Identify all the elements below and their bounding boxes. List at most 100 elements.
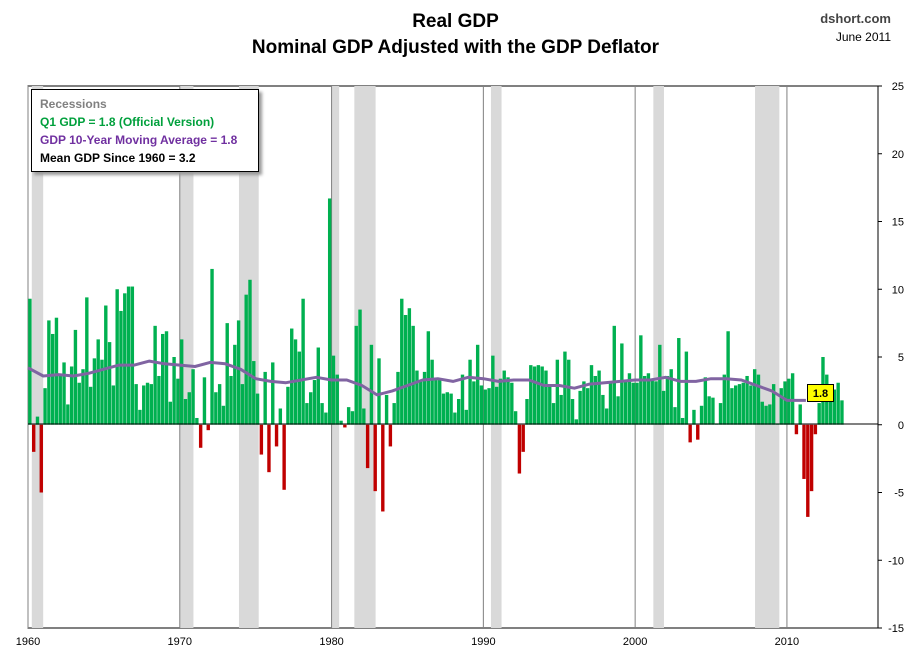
gdp-bar <box>608 382 613 425</box>
gdp-bar <box>240 384 245 425</box>
gdp-bar <box>582 381 586 425</box>
gdp-bar <box>362 408 366 425</box>
chart-title-block: Real GDP Nominal GDP Adjusted with the G… <box>0 10 911 61</box>
gdp-bar <box>635 382 639 425</box>
recession-band <box>331 86 340 628</box>
gdp-bar <box>464 409 468 425</box>
gdp-bar <box>517 424 522 474</box>
gdp-bar <box>407 308 412 425</box>
gdp-bar <box>187 392 191 425</box>
gdp-bar <box>718 403 723 425</box>
gdp-bar <box>510 382 514 425</box>
gdp-bar <box>479 385 484 425</box>
gdp-bar <box>741 382 745 425</box>
gdp-bar <box>460 374 465 425</box>
y-tick-label: 0 <box>898 420 904 432</box>
gdp-bar <box>551 403 556 425</box>
x-tick-label: 1980 <box>319 636 343 648</box>
gdp-bar <box>813 424 818 435</box>
gdp-bar <box>225 323 229 425</box>
gdp-bar <box>195 417 199 425</box>
gdp-bar <box>210 268 214 425</box>
gdp-bar <box>771 384 776 425</box>
recession-band <box>354 86 376 628</box>
gdp-bar <box>806 424 810 517</box>
gdp-bar <box>92 358 97 425</box>
recession-band <box>31 86 44 628</box>
gdp-bar <box>612 325 616 425</box>
x-tick-label: 1990 <box>471 636 495 648</box>
gdp-bar <box>802 424 806 479</box>
gdp-bar <box>513 411 518 425</box>
gdp-bar <box>142 385 146 425</box>
gdp-bar <box>259 424 264 455</box>
gdp-bar <box>840 400 844 425</box>
gdp-bar <box>832 389 837 425</box>
gdp-bar <box>483 389 487 425</box>
gdp-bar <box>233 344 237 425</box>
moving-average-line <box>27 359 806 402</box>
gdp-bar <box>430 359 434 425</box>
gdp-bar <box>434 380 438 425</box>
gdp-bar <box>737 384 742 425</box>
gdp-bar <box>756 374 761 425</box>
gdp-bar <box>354 325 358 425</box>
gdp-bar <box>491 355 495 425</box>
y-tick-label: 20 <box>892 149 904 161</box>
gdp-bar <box>115 289 119 425</box>
gdp-bar <box>472 381 476 425</box>
x-tick-label: 1960 <box>16 636 40 648</box>
gdp-bar <box>730 388 734 425</box>
gdp-bar <box>301 298 305 425</box>
gdp-bar <box>555 359 560 425</box>
gdp-bar <box>586 388 590 425</box>
gdp-bar <box>506 377 510 425</box>
gdp-bar <box>521 424 525 452</box>
gdp-bar <box>111 385 116 425</box>
latest-value-callout: 1.8 <box>807 384 834 402</box>
gdp-bar <box>123 293 127 425</box>
gdp-bar <box>794 424 799 435</box>
gdp-bar <box>134 384 138 425</box>
gdp-bar <box>164 331 169 425</box>
gdp-bar <box>642 375 647 425</box>
x-axis-ticks: 1960 1970 1980 1990 2000 2010 <box>16 636 799 648</box>
y-tick-label: 15 <box>892 217 904 229</box>
moving-average-series <box>27 359 806 402</box>
gdp-bar <box>673 407 677 425</box>
gdp-bar <box>658 344 662 425</box>
plot-frame <box>27 85 879 629</box>
gdp-bar <box>540 366 544 425</box>
gdp-bar <box>73 329 78 425</box>
gdp-bar <box>183 399 188 425</box>
gdp-bar <box>66 404 70 425</box>
gdp-bar <box>248 279 252 425</box>
gdp-bar <box>377 358 381 425</box>
y-tick-label: -5 <box>894 488 904 500</box>
gdp-bar <box>58 375 62 425</box>
legend-q1-gdp: Q1 GDP = 1.8 (Official Version) <box>40 115 215 129</box>
recession-bands <box>31 86 780 628</box>
gdp-bar <box>453 412 457 425</box>
gdp-bar <box>403 314 408 425</box>
gdp-bar <box>320 403 324 425</box>
gdp-bar <box>305 403 309 425</box>
gdp-bar <box>574 419 579 425</box>
gdp-bar <box>278 408 283 425</box>
gdp-bar <box>646 373 651 425</box>
gdp-bar <box>168 401 172 425</box>
gdp-bar <box>271 362 275 425</box>
gdp-bar <box>327 198 332 425</box>
gdp-bar <box>267 424 271 473</box>
gdp-bar <box>809 424 814 492</box>
gdp-bar <box>282 424 286 490</box>
gdp-bar <box>548 385 552 425</box>
gdp-bar <box>297 351 302 425</box>
date-label: June 2011 <box>835 30 891 44</box>
gdp-bar <box>684 351 689 425</box>
gdp-bar <box>138 409 142 425</box>
gdp-bar <box>722 374 727 425</box>
gdp-bar <box>650 378 654 425</box>
gdp-bar <box>43 388 47 425</box>
